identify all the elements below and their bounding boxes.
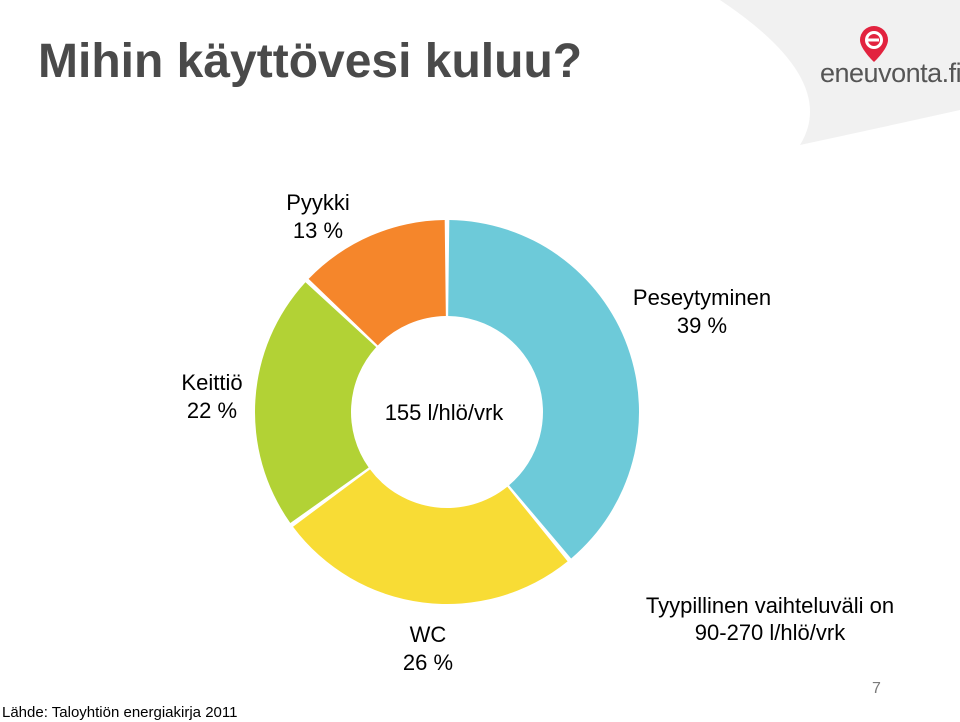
value-pyykki: 13 % [293,218,343,243]
value-wc: 26 % [403,650,453,675]
value-keittio: 22 % [187,398,237,423]
slice-pyykki [308,220,446,346]
range-note: Tyypillinen vaihteluväli on 90-270 l/hlö… [600,592,940,646]
page-number: 7 [872,680,881,697]
page-title: Mihin käyttövesi kuluu? [38,35,583,88]
e-location-pin-icon [860,26,888,62]
value-peseytyminen: 39 % [677,313,727,338]
center-label: 155 l/hlö/vrk [385,400,505,425]
slice-peseytyminen [448,220,639,559]
source-text: Lähde: Taloyhtiön energiakirja 2011 [2,704,238,721]
logo-text: eneuvonta.fi [820,58,960,88]
label-pyykki: Pyykki [286,190,350,215]
slice-wc [293,469,568,604]
range-note-line2: 90-270 l/hlö/vrk [694,620,846,645]
slice-keitti- [255,282,377,523]
label-keittio: Keittiö [181,370,242,395]
label-peseytyminen: Peseytyminen [633,285,771,310]
label-wc: WC [410,622,447,647]
range-note-line1: Tyypillinen vaihteluväli on [645,593,895,618]
